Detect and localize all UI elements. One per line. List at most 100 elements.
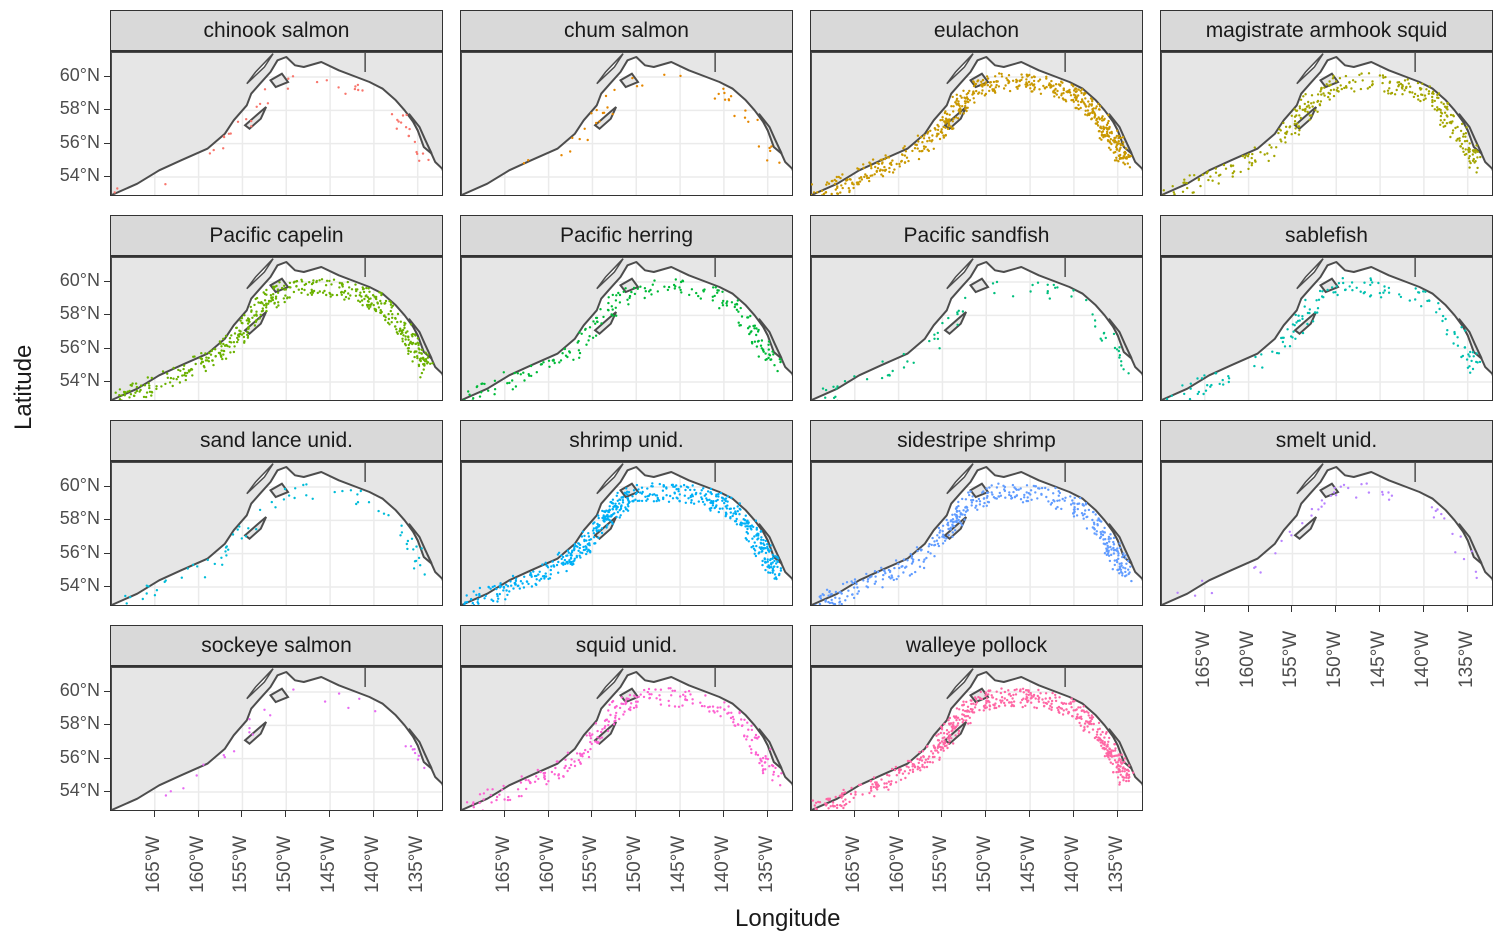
x-tick-label: 165°W [1193,631,1215,688]
x-tick-label: 150°W [974,836,996,893]
x-tick [329,811,330,817]
map-plot-area [1160,256,1493,401]
x-tick [504,811,505,817]
x-tick-label: 160°W [887,836,909,893]
facet-panel: chum salmon [460,10,793,196]
y-tick [104,109,110,110]
x-tick [241,811,242,817]
map-plot-area [810,461,1143,606]
x-tick [285,811,286,817]
map-plot-area [110,51,443,196]
y-tick-label: 54°N [20,370,100,391]
x-tick-label: 140°W [1062,836,1084,893]
facet-strip-label: Pacific sandfish [810,215,1143,256]
land-mass [111,462,443,605]
map-svg [1161,257,1493,401]
facet-strip-label: smelt unid. [1160,420,1493,461]
map-plot-area [810,256,1143,401]
y-tick-label: 58°N [20,98,100,119]
kenai-peninsula [271,74,289,87]
kenai-peninsula [621,74,639,87]
x-tick [767,811,768,817]
x-tick-label: 155°W [1280,631,1302,688]
y-tick-label: 58°N [20,508,100,529]
x-tick [1029,811,1030,817]
x-tick-label: 140°W [362,836,384,893]
y-tick [104,553,110,554]
y-tick [104,381,110,382]
x-tick-label: 140°W [712,836,734,893]
map-plot-area [810,51,1143,196]
y-tick [104,76,110,77]
y-tick-label: 54°N [20,780,100,801]
x-tick [854,811,855,817]
x-tick [985,811,986,817]
x-tick-label: 165°W [143,836,165,893]
land-mass [461,462,793,605]
map-plot-area [110,666,443,811]
x-axis-title: Longitude [735,905,840,933]
land-mass [811,257,1143,400]
facet-panel: smelt unid. [1160,420,1493,606]
land-mass [811,52,1143,195]
map-plot-area [460,51,793,196]
y-tick-label: 54°N [20,165,100,186]
y-tick [104,143,110,144]
map-svg [111,667,443,811]
x-tick [1291,606,1292,612]
x-tick-label: 165°W [493,836,515,893]
facet-strip-label: eulachon [810,10,1143,51]
facet-panel: squid unid. [460,625,793,811]
facet-panel: sablefish [1160,215,1493,401]
facet-strip-label: sockeye salmon [110,625,443,666]
x-tick [679,811,680,817]
facet-strip-label: walleye pollock [810,625,1143,666]
x-tick [1204,606,1205,612]
x-tick [898,811,899,817]
facet-panel: sidestripe shrimp [810,420,1143,606]
facet-panel: Pacific sandfish [810,215,1143,401]
facet-panel: magistrate armhook squid [1160,10,1493,196]
y-tick-label: 56°N [20,337,100,358]
y-tick-label: 58°N [20,713,100,734]
x-tick [723,811,724,817]
land-mass [461,667,793,810]
map-plot-area [110,461,443,606]
map-plot-area [460,256,793,401]
map-plot-area [810,666,1143,811]
facet-strip-label: Pacific herring [460,215,793,256]
map-svg [111,52,443,196]
facet-strip-label: chinook salmon [110,10,443,51]
x-tick-label: 165°W [843,836,865,893]
y-tick [104,724,110,725]
y-tick-label: 56°N [20,542,100,563]
y-tick [104,586,110,587]
facet-strip-label: sidestripe shrimp [810,420,1143,461]
x-tick [417,811,418,817]
map-plot-area [460,461,793,606]
x-tick-label: 135°W [1456,631,1478,688]
x-tick [1248,606,1249,612]
x-tick-label: 135°W [406,836,428,893]
facet-strip-label: chum salmon [460,10,793,51]
map-svg [461,667,793,811]
map-svg [461,52,793,196]
map-svg [811,257,1143,401]
x-tick [1073,811,1074,817]
facet-panel: shrimp unid. [460,420,793,606]
y-tick-label: 56°N [20,132,100,153]
x-tick-label: 145°W [668,836,690,893]
x-tick [373,811,374,817]
land-mass [111,257,443,400]
map-svg [111,462,443,606]
y-tick [104,314,110,315]
y-tick [104,691,110,692]
x-tick-label: 145°W [1018,836,1040,893]
facet-panel: chinook salmon [110,10,443,196]
x-tick [1423,606,1424,612]
facet-panel: sockeye salmon [110,625,443,811]
x-tick [635,811,636,817]
x-tick [154,811,155,817]
map-svg [461,257,793,401]
